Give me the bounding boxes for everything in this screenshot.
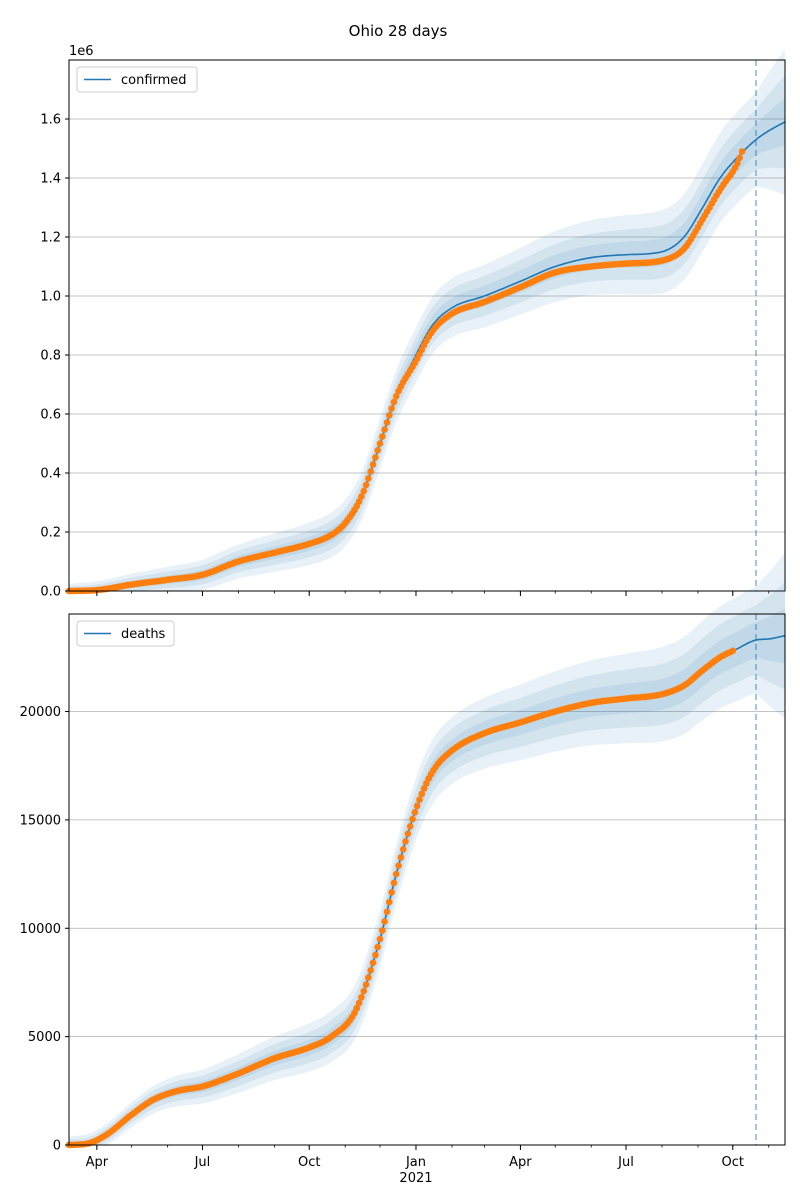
deaths-y-tick-label: 20000 — [20, 705, 61, 720]
deaths-observed-point — [367, 967, 375, 974]
deaths-observed-point — [406, 823, 414, 830]
deaths-observed-point — [381, 918, 388, 925]
deaths-band-2 — [69, 582, 785, 1145]
legend-label: deaths — [121, 627, 166, 642]
deaths-observed-points — [65, 647, 737, 1149]
deaths-observed-point — [376, 935, 384, 943]
confirmed-observed-point — [355, 498, 363, 505]
x-tick-label: Oct — [298, 1155, 320, 1170]
confirmed-observed-points — [65, 148, 746, 595]
deaths-observed-point — [386, 898, 393, 906]
confirmed-observed-point — [360, 487, 368, 495]
confirmed-observed-point — [379, 433, 386, 440]
deaths-observed-point — [355, 999, 363, 1007]
deaths-observed-point — [360, 987, 368, 995]
deaths-observed-point — [402, 838, 409, 845]
confirmed-y-tick-label: 1.2 — [40, 231, 61, 246]
x-tick-label: Apr — [86, 1155, 109, 1170]
confirmed-uncertainty-bands — [69, 48, 785, 591]
confirmed-observed-point — [372, 454, 379, 461]
deaths-panel: 0 5000 10000 15000 20000 Apr Jul Oct Jan Apr Jul O… — [20, 552, 786, 1186]
x-axis-year-label: 2021 — [399, 1171, 432, 1186]
confirmed-x-ticks — [96, 591, 770, 596]
deaths-band-3 — [69, 552, 785, 1145]
deaths-uncertainty-bands — [69, 552, 785, 1145]
deaths-observed-point — [390, 879, 398, 887]
deaths-observed-point — [409, 815, 416, 823]
confirmed-observed-point — [390, 398, 398, 406]
deaths-observed-point — [369, 959, 377, 967]
deaths-y-tick-label: 5000 — [28, 1030, 61, 1045]
confirmed-observed-point — [386, 412, 393, 419]
confirmed-axes-frame — [68, 59, 786, 592]
deaths-legend: deaths — [76, 620, 175, 647]
deaths-observed-point — [729, 647, 737, 655]
deaths-y-tick-label: 10000 — [20, 922, 61, 937]
confirmed-observed-point — [369, 461, 377, 468]
deaths-observed-point — [395, 862, 402, 869]
deaths-observed-point — [379, 927, 386, 934]
deaths-observed-point — [362, 981, 370, 988]
deaths-observed-point — [374, 943, 382, 951]
x-tick-label: Jul — [194, 1155, 211, 1170]
confirmed-y-tick-label: 0.4 — [40, 467, 61, 482]
confirmed-observed-point — [374, 447, 382, 454]
x-tick-label: Jul — [617, 1155, 634, 1170]
confirmed-observed-point — [383, 419, 391, 426]
x-tick-label: Apr — [509, 1155, 532, 1170]
confirmed-grid — [69, 118, 785, 592]
deaths-observed-point — [404, 830, 412, 837]
confirmed-observed-point — [734, 160, 741, 167]
confirmed-y-tick-label: 0.6 — [40, 408, 61, 423]
confirmed-legend: confirmed — [76, 66, 198, 93]
confirmed-y-tick-label: 1.0 — [40, 290, 61, 305]
deaths-observed-point — [358, 994, 365, 1001]
confirmed-observed-point — [381, 426, 388, 433]
deaths-y-ticks: 0 5000 10000 15000 20000 — [20, 705, 69, 1154]
deaths-observed-point — [372, 951, 379, 959]
confirmed-band-3 — [69, 48, 785, 591]
deaths-y-tick-label: 15000 — [20, 813, 61, 828]
confirmed-y-tick-label: 1.6 — [40, 113, 61, 128]
confirmed-y-ticks: 0.0 0.2 0.4 0.6 0.8 1.0 1.2 1.4 1.6 — [40, 113, 69, 600]
confirmed-observed-point — [367, 468, 375, 475]
deaths-observed-point — [411, 809, 419, 816]
deaths-observed-point — [365, 974, 372, 981]
x-tick-label: Oct — [722, 1155, 744, 1170]
deaths-observed-point — [418, 790, 426, 798]
deaths-observed-point — [353, 1004, 361, 1012]
confirmed-observed-point — [736, 154, 743, 162]
confirmed-y-tick-label: 0.2 — [40, 526, 61, 541]
confirmed-observed-point — [388, 405, 395, 412]
x-tick-label: Jan — [405, 1155, 426, 1170]
confirmed-observed-point — [365, 475, 372, 482]
deaths-observed-point — [388, 889, 395, 896]
confirmed-observed-point — [362, 481, 370, 489]
confirmed-observed-point — [738, 148, 746, 155]
deaths-observed-point — [413, 802, 421, 810]
deaths-axes-frame — [68, 613, 786, 1146]
confirmed-observed-point — [358, 493, 365, 500]
legend-box — [76, 66, 198, 93]
legend-label: confirmed — [121, 73, 187, 88]
confirmed-observed-point — [376, 440, 384, 447]
deaths-x-ticks: Apr Jul Oct Jan Apr Jul Oct — [86, 1145, 770, 1170]
deaths-observed-point — [399, 846, 407, 853]
confirmed-y-tick-label: 0.8 — [40, 349, 61, 364]
deaths-observed-point — [397, 854, 405, 861]
confirmed-observed-point — [392, 393, 400, 400]
deaths-observed-point — [392, 870, 400, 878]
confirmed-y-tick-label: 1.4 — [40, 172, 61, 187]
figure-title: Ohio 28 days — [349, 22, 448, 40]
confirmed-y-tick-label: 0.0 — [40, 585, 61, 600]
deaths-y-tick-label: 0 — [53, 1139, 61, 1154]
legend-box — [76, 620, 175, 647]
confirmed-panel: 0.0 0.2 0.4 0.6 0.8 1.0 1.2 1.4 1.6 1e6 confirme… — [40, 44, 786, 600]
deaths-observed-point — [416, 796, 423, 803]
deaths-observed-point — [383, 908, 391, 916]
confirmed-y-multiplier: 1e6 — [69, 44, 94, 59]
deaths-observed-point — [420, 785, 428, 792]
